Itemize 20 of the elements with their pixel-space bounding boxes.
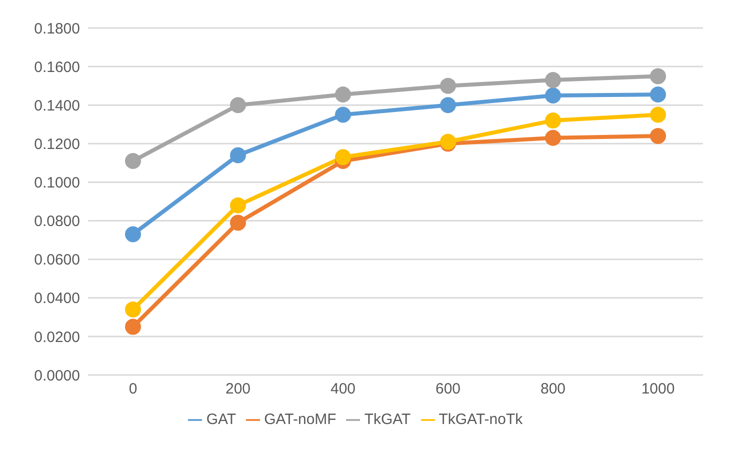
x-tick-label: 800 <box>540 380 566 398</box>
y-tick-label: 0.1600 <box>34 58 80 76</box>
y-tick-label: 0.0200 <box>34 328 80 346</box>
x-tick-label: 600 <box>435 380 461 398</box>
y-tick-label: 0.1200 <box>34 136 80 153</box>
y-tick-label: 0.1400 <box>34 97 80 114</box>
x-tick-label: 0 <box>128 380 138 398</box>
y-tick-label: 0.0400 <box>34 290 80 308</box>
legend-label: GAT <box>206 411 236 428</box>
y-tick-label: 0.0600 <box>34 252 80 269</box>
y-tick-label: 0.1800 <box>34 20 80 38</box>
y-tick-label: 0.1000 <box>34 174 80 192</box>
x-tick-label: 1000 <box>641 380 675 398</box>
legend-label: GAT-noMF <box>264 411 336 428</box>
y-tick-label: 0.0800 <box>34 213 80 230</box>
y-tick-label: 0.0000 <box>34 367 80 384</box>
legend-label: TkGAT-noTk <box>438 411 523 428</box>
legend-label: TkGAT <box>364 411 411 428</box>
x-tick-label: 400 <box>330 380 356 398</box>
x-tick-label: 200 <box>225 380 251 398</box>
